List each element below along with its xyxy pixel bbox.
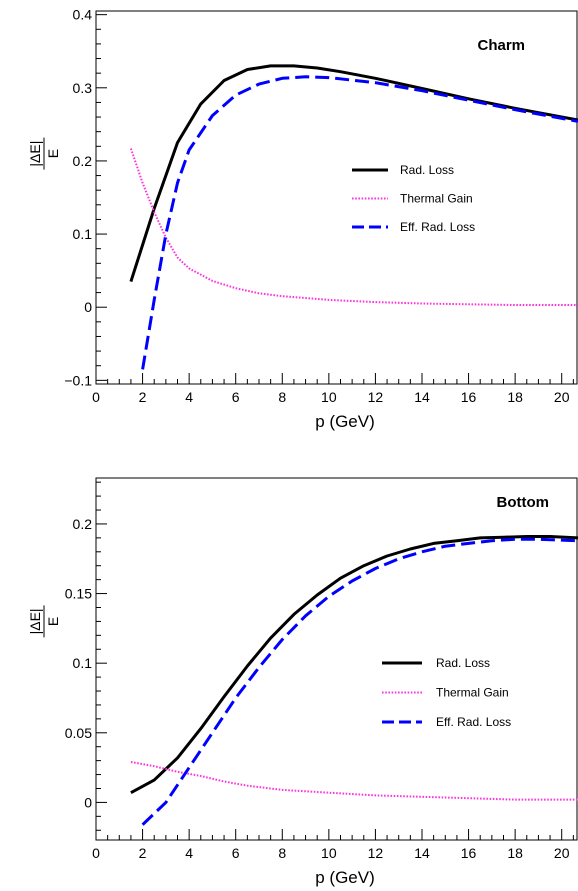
x-tick-label: 12 <box>368 845 384 861</box>
legend: Rad. Loss Thermal Gain Eff. Rad. Loss <box>352 163 475 234</box>
plot-frame <box>95 10 578 385</box>
x-tick-label: 16 <box>461 845 477 861</box>
panel-title: Bottom <box>497 494 550 511</box>
x-axis-label: p (GeV) <box>315 868 375 887</box>
charm-panel: 0 2 4 6 8 10 12 14 16 18 20−0.100.10.20.30.4p (GeV… <box>27 7 578 431</box>
y-axis-label-denominator: E <box>45 617 61 626</box>
legend-label: Rad. Loss <box>400 163 454 177</box>
x-tick-label: 4 <box>185 389 193 405</box>
x-tick-label: 8 <box>278 845 286 861</box>
y-tick-label: 0.2 <box>73 153 93 169</box>
legend-label: Rad. Loss <box>436 656 490 670</box>
legend-label: Thermal Gain <box>436 686 509 700</box>
y-tick-label: 0.1 <box>73 655 93 671</box>
y-tick-label: 0.2 <box>73 516 93 532</box>
bottom-panel: 0 2 4 6 8 10 12 14 16 18 20 0 0.05 0.1 0.15 0.2 p (GeV) |… <box>27 477 578 887</box>
x-tick-label: 2 <box>139 389 147 405</box>
y-tick-label: 0.15 <box>65 586 92 602</box>
plot-frame <box>95 477 578 841</box>
x-tick-label: 8 <box>278 389 286 405</box>
legend-label: Eff. Rad. Loss <box>400 220 475 234</box>
x-tick-label: 0 <box>92 389 100 405</box>
series-line-rad-loss <box>130 535 578 795</box>
y-tick-label: 0.05 <box>65 725 92 741</box>
y-axis-label-numerator: |ΔE| <box>27 141 43 167</box>
series-line-rad-loss <box>129 64 578 283</box>
y-axis-label-denominator: E <box>45 149 61 158</box>
series-line-thermal-gain <box>130 761 578 801</box>
y-tick-label: 0.4 <box>73 7 93 23</box>
series-line-eff-rad-loss <box>141 75 578 370</box>
x-tick-label: 12 <box>368 389 384 405</box>
y-axis-label: |ΔE| E <box>27 137 61 170</box>
x-tick-label: 16 <box>461 389 477 405</box>
x-axis-label: p (GeV) <box>315 412 375 431</box>
y-tick-label: 0 <box>84 299 92 315</box>
y-tick-label: 0.1 <box>73 226 93 242</box>
y-axis-label: |ΔE| E <box>27 605 61 638</box>
x-tick-label: 20 <box>554 845 570 861</box>
x-tick-label: 6 <box>232 845 240 861</box>
x-tick-label: 2 <box>139 845 147 861</box>
x-tick-label: 14 <box>414 389 430 405</box>
legend: Rad. Loss Thermal Gain Eff. Rad. Loss <box>382 656 511 729</box>
legend-label: Thermal Gain <box>400 192 473 206</box>
panel-title: Charm <box>477 37 525 54</box>
legend-label: Eff. Rad. Loss <box>436 715 511 729</box>
x-tick-label: 0 <box>92 845 100 861</box>
x-tick-label: 4 <box>185 845 193 861</box>
x-tick-label: 10 <box>321 389 337 405</box>
y-tick-label: 0 <box>84 794 92 810</box>
y-tick-label: 0.3 <box>73 80 93 96</box>
y-axis-label-numerator: |ΔE| <box>27 608 43 634</box>
x-tick-label: 18 <box>507 389 523 405</box>
x-tick-label: 20 <box>554 389 570 405</box>
series-line-eff-rad-loss <box>141 537 578 826</box>
x-tick-label: 14 <box>414 845 430 861</box>
x-tick-label: 18 <box>507 845 523 861</box>
x-tick-label: 10 <box>321 845 337 861</box>
x-tick-label: 6 <box>232 389 240 405</box>
y-tick-label: −0.1 <box>64 372 92 388</box>
